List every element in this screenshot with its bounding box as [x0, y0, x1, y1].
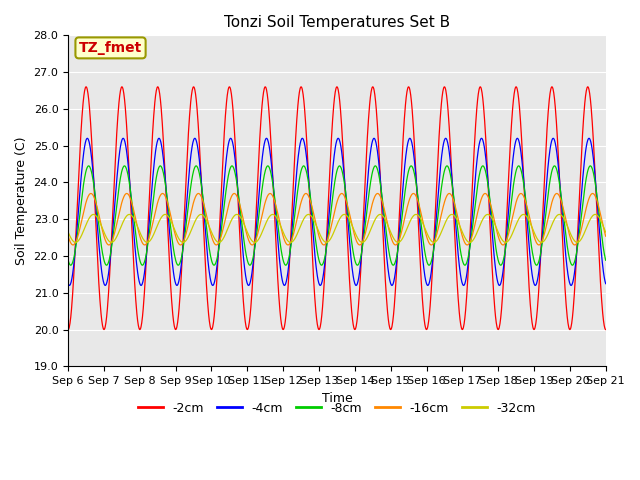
- X-axis label: Time: Time: [321, 392, 352, 405]
- -32cm: [184, 235, 191, 241]
- -8cm: [532, 262, 540, 268]
- Line: -16cm: -16cm: [68, 193, 605, 245]
- -16cm: [244, 236, 252, 242]
- -8cm: [602, 257, 609, 263]
- -32cm: [520, 212, 527, 217]
- -2cm: [420, 319, 428, 325]
- -8cm: [420, 245, 428, 251]
- -4cm: [539, 230, 547, 236]
- -16cm: [184, 223, 192, 228]
- -8cm: [64, 257, 72, 263]
- -32cm: [171, 227, 179, 232]
- -4cm: [184, 186, 191, 192]
- -8cm: [171, 252, 179, 258]
- -8cm: [184, 208, 191, 214]
- -2cm: [244, 325, 252, 331]
- -8cm: [490, 234, 498, 240]
- Legend: -2cm, -4cm, -8cm, -16cm, -32cm: -2cm, -4cm, -8cm, -16cm, -32cm: [132, 396, 541, 420]
- -2cm: [171, 326, 179, 332]
- -4cm: [244, 283, 252, 288]
- -32cm: [490, 220, 498, 226]
- -2cm: [491, 305, 499, 311]
- -16cm: [589, 191, 596, 196]
- -32cm: [420, 224, 428, 229]
- -32cm: [244, 230, 252, 236]
- -16cm: [64, 233, 72, 239]
- -2cm: [538, 222, 546, 228]
- -16cm: [602, 233, 609, 239]
- -16cm: [538, 238, 546, 243]
- -32cm: [539, 239, 547, 245]
- -4cm: [602, 281, 609, 287]
- Line: -4cm: -4cm: [68, 138, 605, 286]
- -4cm: [171, 276, 179, 282]
- -8cm: [550, 163, 558, 169]
- -4cm: [244, 282, 252, 288]
- -32cm: [538, 240, 545, 245]
- -16cm: [491, 219, 499, 225]
- Line: -8cm: -8cm: [68, 166, 605, 265]
- Line: -32cm: -32cm: [68, 215, 605, 242]
- -8cm: [538, 240, 546, 246]
- -2cm: [184, 136, 192, 142]
- -4cm: [492, 263, 499, 268]
- -32cm: [602, 229, 609, 235]
- -2cm: [83, 84, 90, 90]
- -16cm: [69, 242, 77, 248]
- Title: Tonzi Soil Temperatures Set B: Tonzi Soil Temperatures Set B: [224, 15, 450, 30]
- Text: TZ_fmet: TZ_fmet: [79, 41, 142, 55]
- -2cm: [602, 327, 609, 333]
- Y-axis label: Soil Temperature (C): Soil Temperature (C): [15, 137, 28, 265]
- -4cm: [262, 135, 270, 141]
- -16cm: [171, 231, 179, 237]
- -4cm: [64, 281, 72, 287]
- -32cm: [64, 229, 72, 235]
- -2cm: [64, 327, 72, 333]
- -16cm: [420, 226, 428, 231]
- -8cm: [244, 259, 252, 265]
- Line: -2cm: -2cm: [68, 87, 605, 330]
- -4cm: [421, 274, 429, 279]
